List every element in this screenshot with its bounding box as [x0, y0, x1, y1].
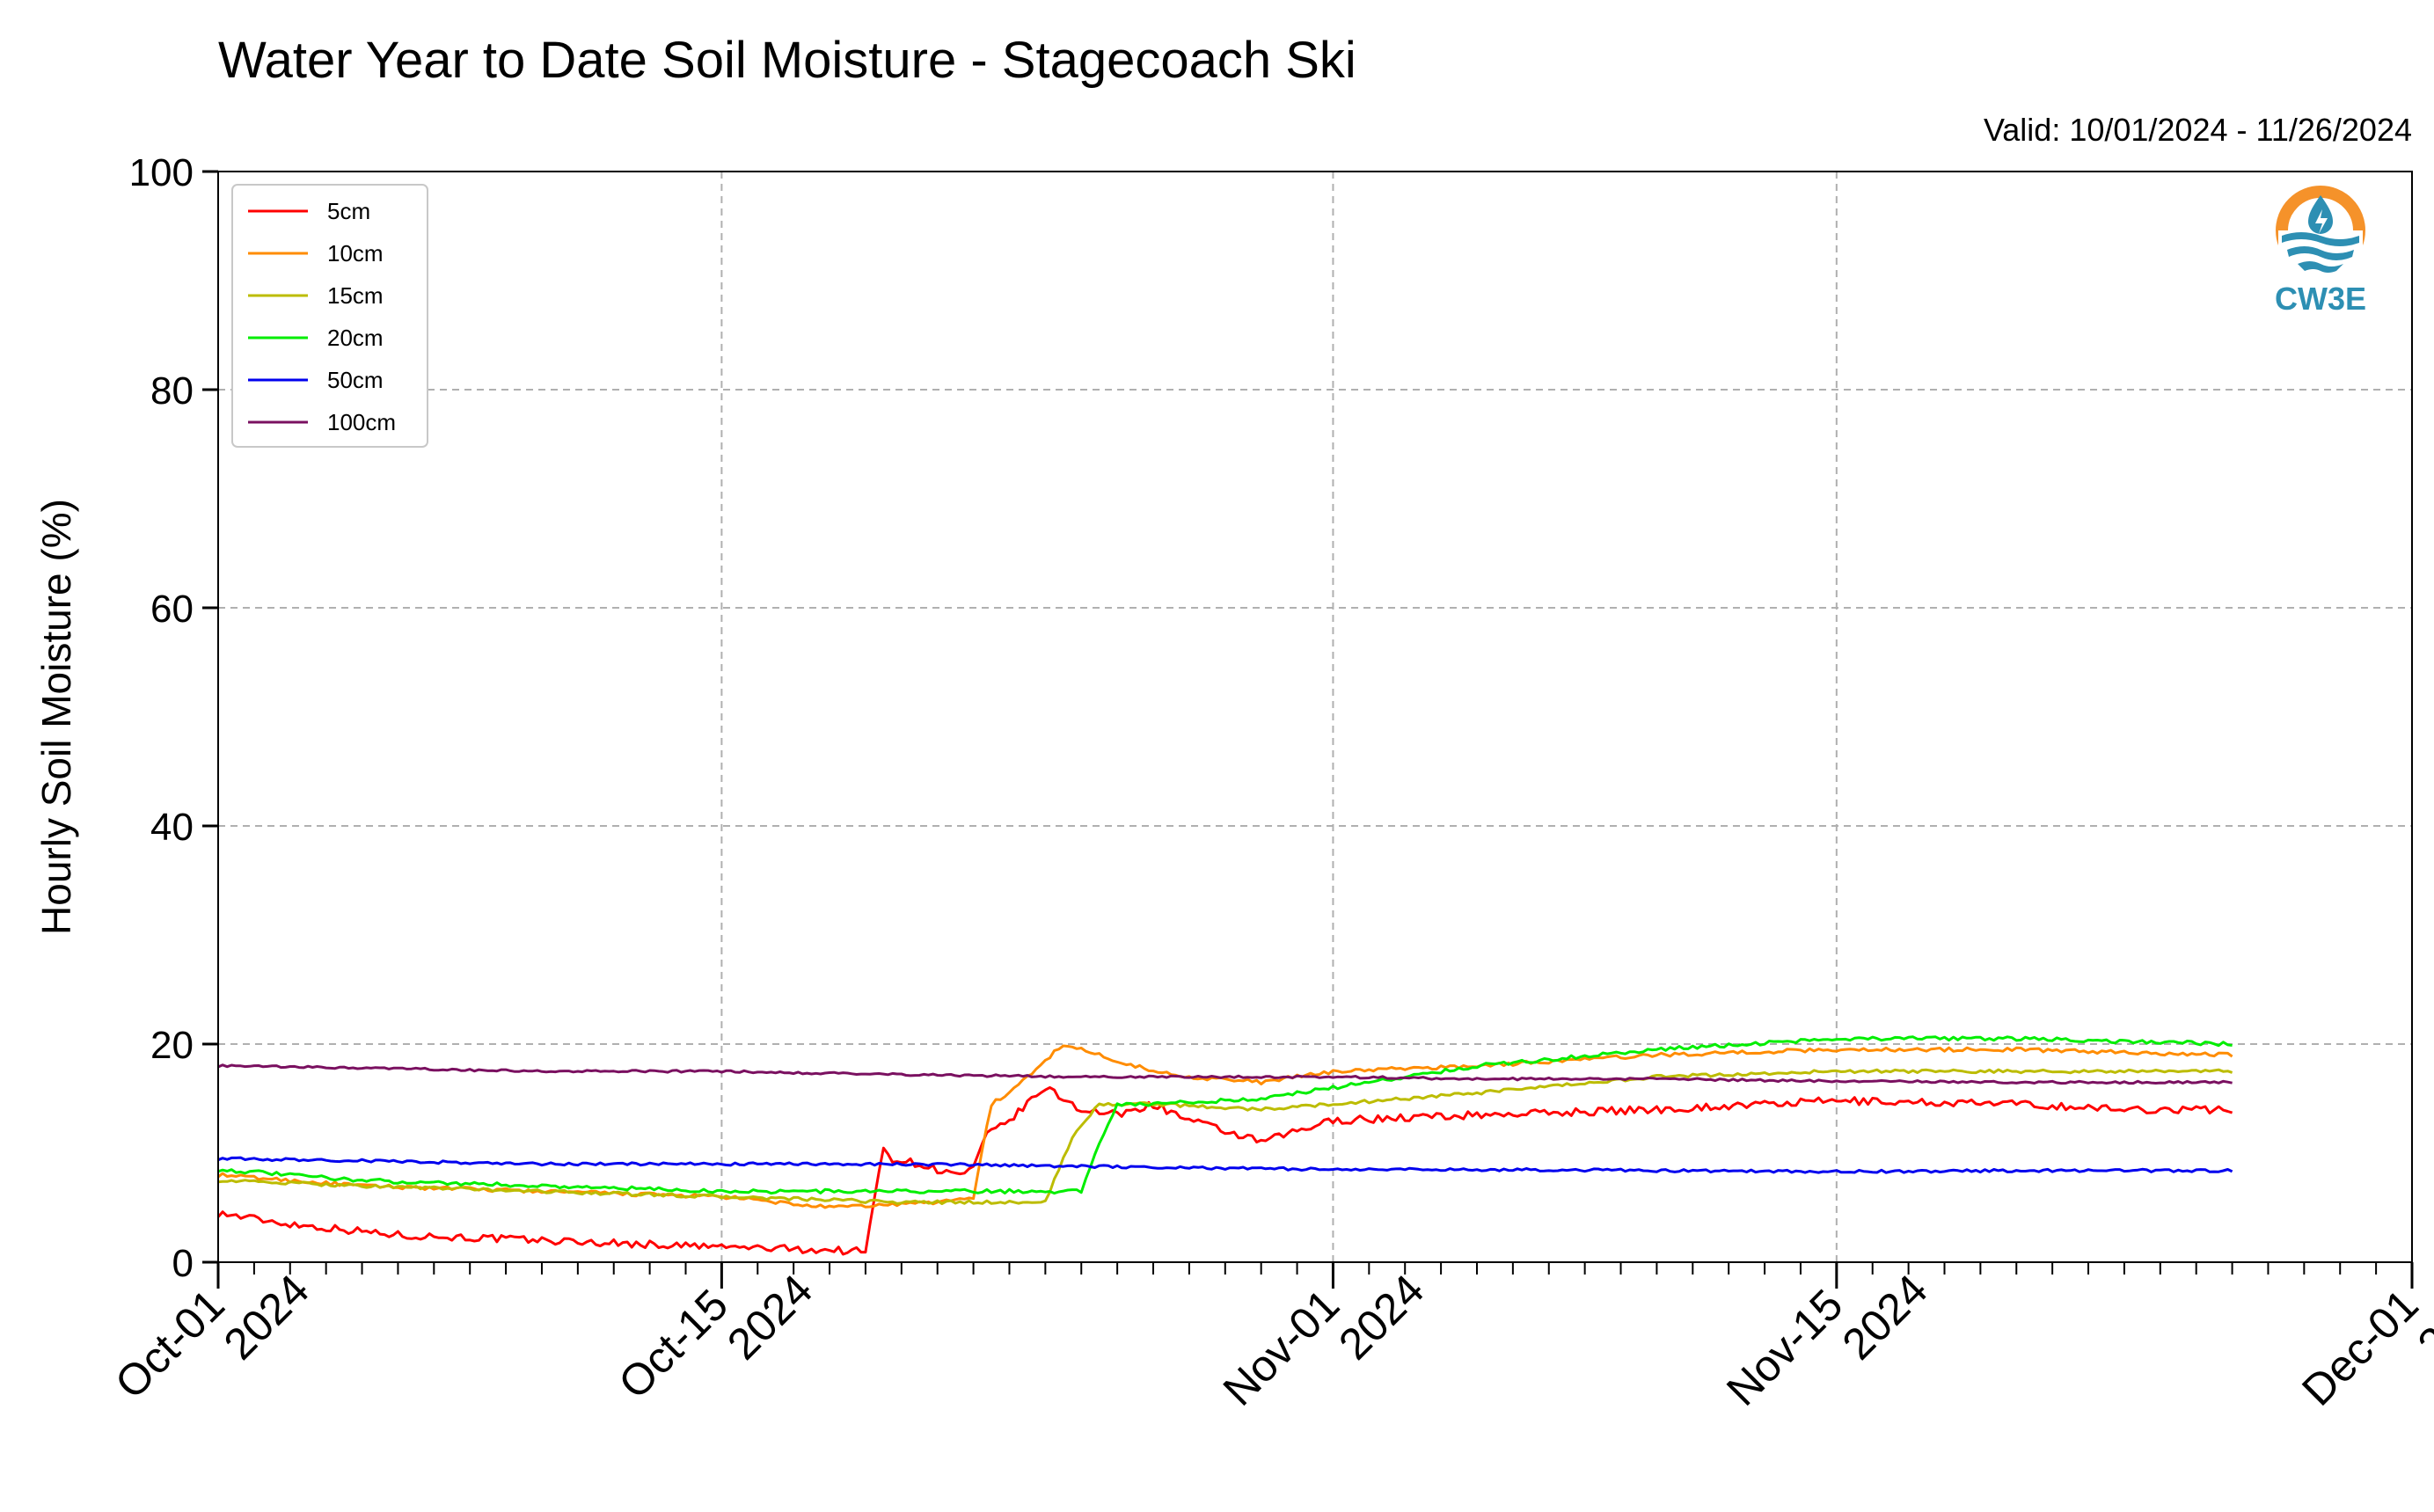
y-axis-label: Hourly Soil Moisture (%) — [33, 499, 79, 935]
x-tick-label: Nov-152024 — [1717, 1231, 1937, 1450]
series-line-100cm — [217, 1063, 2233, 1085]
plot-frame — [217, 171, 2413, 1263]
y-tick-label: 0 — [172, 1242, 194, 1285]
legend-label: 50cm — [327, 367, 384, 393]
chart-title: Water Year to Date Soil Moisture - Stage… — [218, 32, 1356, 89]
axis-ticks — [202, 170, 2414, 1289]
series-line-20cm — [217, 1035, 2233, 1195]
legend-label: 100cm — [327, 409, 396, 435]
logo-bolt-icon — [2315, 209, 2328, 234]
series-line-15cm — [217, 1068, 2233, 1205]
series-line-50cm — [217, 1156, 2233, 1174]
cw3e-logo: CW3E — [2275, 186, 2366, 317]
series-lines — [216, 1035, 2233, 1256]
y-tick-label: 20 — [150, 1024, 194, 1067]
y-tick-labels: 0 20 40 60 80 100 — [129, 151, 194, 1285]
y-tick-label: 100 — [129, 151, 194, 194]
x-tick-label: Nov-012024 — [1214, 1231, 1434, 1450]
legend-items: 5cm 10cm 15cm 20cm 50cm 100cm — [248, 198, 396, 435]
valid-date-range: Valid: 10/01/2024 - 11/26/2024 — [1984, 112, 2412, 148]
logo-text: CW3E — [2275, 281, 2366, 317]
legend: 5cm 10cm 15cm 20cm 50cm 100cm — [231, 184, 428, 448]
legend-label: 20cm — [327, 325, 384, 351]
grid-lines — [218, 172, 2412, 1262]
y-tick-label: 60 — [150, 588, 194, 631]
legend-label: 15cm — [327, 282, 384, 309]
y-tick-label: 40 — [150, 806, 194, 849]
x-tick-labels: Oct-012024 Oct-152024 Nov-012024 Nov-152024… — [106, 1231, 2434, 1450]
series-line-5cm — [216, 1085, 2233, 1256]
logo-wave-icon — [2282, 232, 2359, 246]
legend-label: 5cm — [327, 198, 370, 224]
logo-wave-icon — [2298, 261, 2343, 273]
legend-label: 10cm — [327, 240, 384, 267]
y-tick-label: 80 — [150, 369, 194, 413]
logo-wave-icon — [2287, 246, 2354, 260]
